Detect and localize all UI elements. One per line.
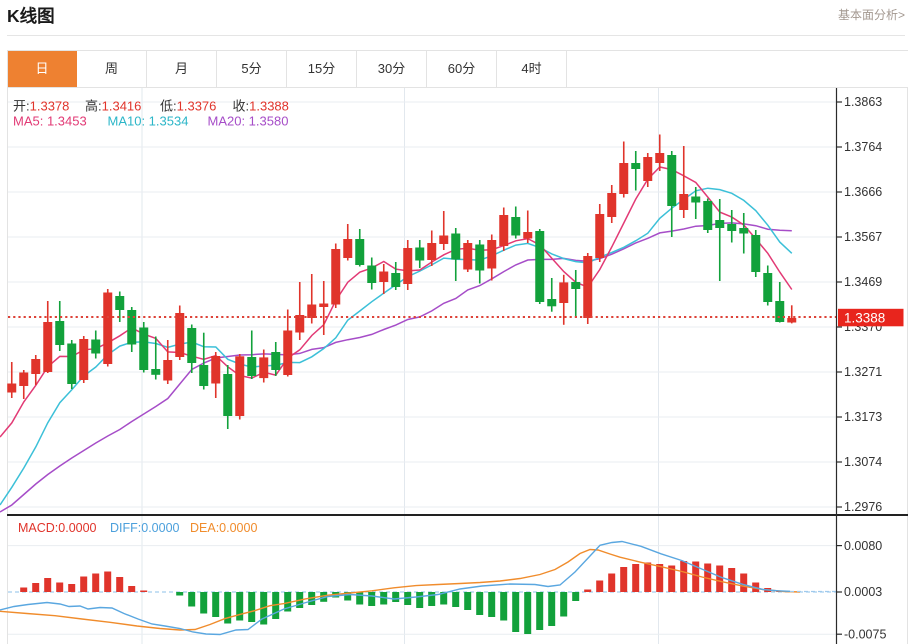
- svg-text:1.3863: 1.3863: [844, 95, 882, 109]
- svg-text:1.3764: 1.3764: [844, 140, 882, 154]
- svg-text:1.3469: 1.3469: [844, 275, 882, 289]
- svg-text:1.3388: 1.3388: [844, 311, 885, 326]
- svg-text:DEA:0.0000: DEA:0.0000: [190, 521, 257, 535]
- svg-text:MACD:0.0000: MACD:0.0000: [18, 521, 97, 535]
- svg-text:0.0080: 0.0080: [844, 539, 882, 553]
- svg-text:DIFF:0.0000: DIFF:0.0000: [110, 521, 180, 535]
- svg-text:1.3173: 1.3173: [844, 410, 882, 424]
- svg-text:-0.0075: -0.0075: [844, 627, 886, 641]
- svg-text:1.3567: 1.3567: [844, 230, 882, 244]
- svg-text:1.3074: 1.3074: [844, 455, 882, 469]
- svg-text:开:1.3378 高:1.3416 低:1.3376: 开:1.3378 高:1.3416 低:1.3376 收:1.3388: [13, 99, 289, 114]
- svg-text:1.3666: 1.3666: [844, 185, 882, 199]
- svg-text:1.3271: 1.3271: [844, 365, 882, 379]
- svg-text:0.0003: 0.0003: [844, 585, 882, 599]
- svg-text:1.2976: 1.2976: [844, 500, 882, 514]
